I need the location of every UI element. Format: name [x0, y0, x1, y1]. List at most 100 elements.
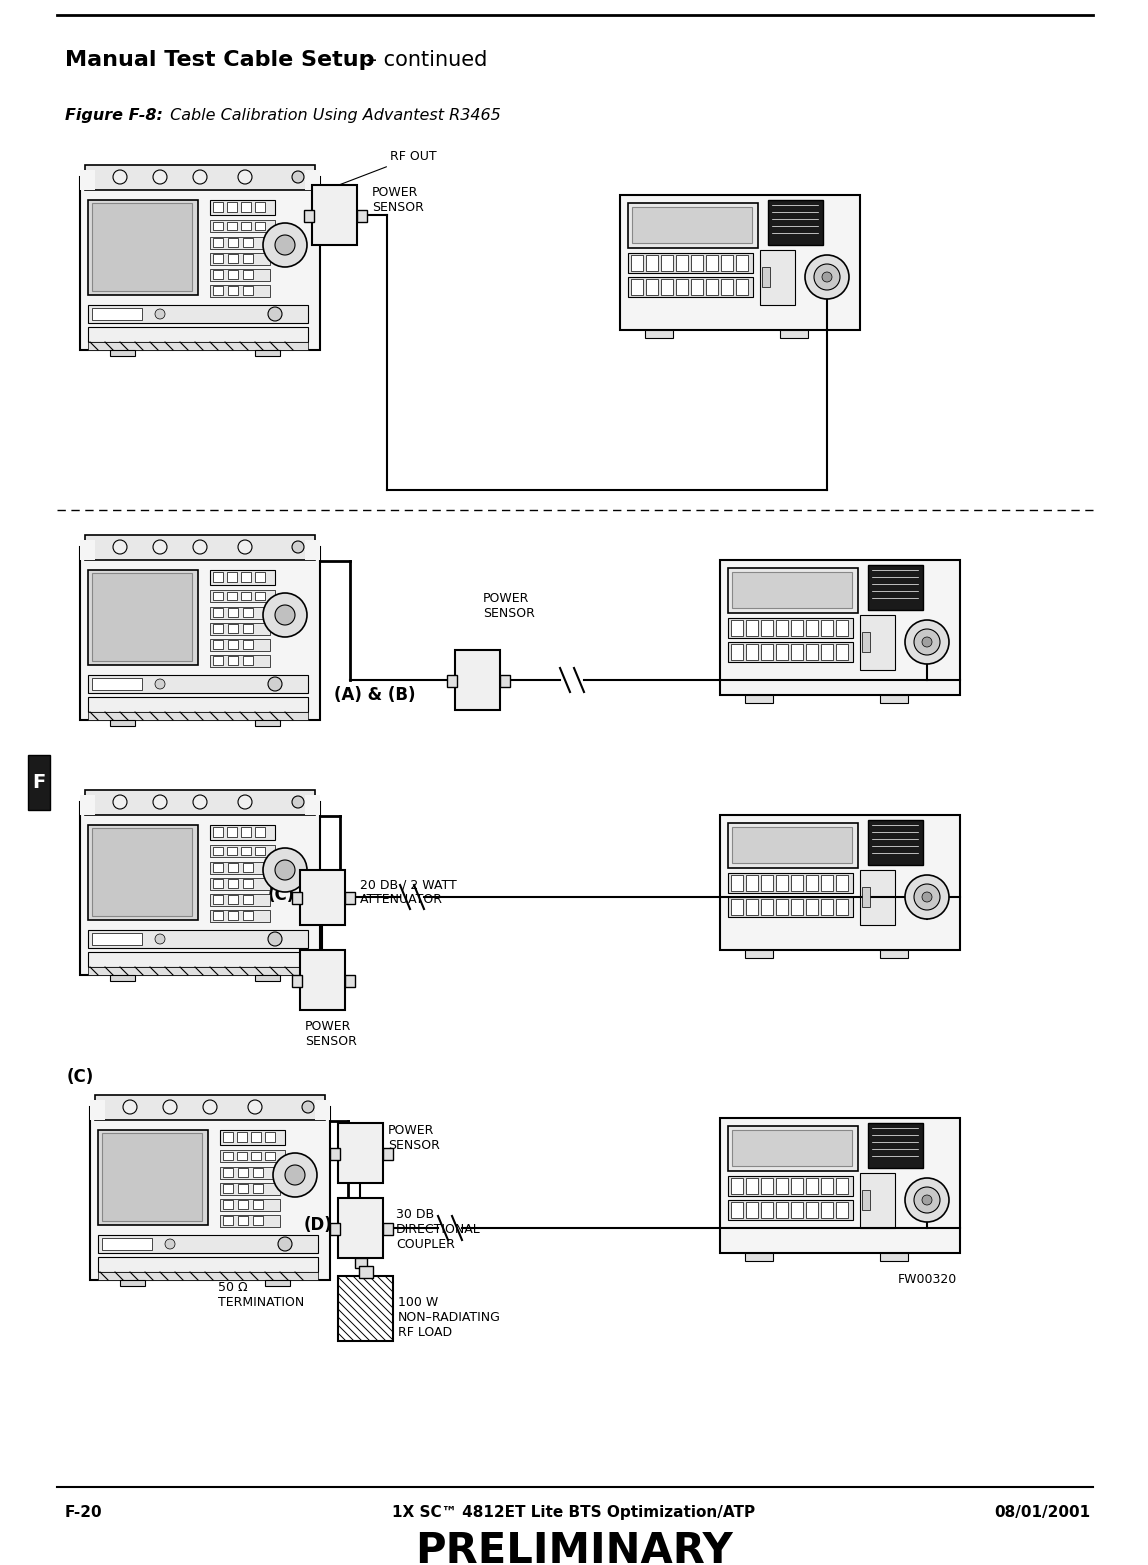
- Bar: [241, 222, 251, 230]
- Bar: [862, 1189, 870, 1210]
- Bar: [821, 898, 833, 916]
- Bar: [255, 975, 280, 981]
- Circle shape: [155, 679, 165, 689]
- Bar: [265, 1280, 290, 1286]
- Bar: [95, 1096, 325, 1121]
- Bar: [731, 1178, 743, 1194]
- Bar: [728, 642, 853, 662]
- Bar: [243, 640, 253, 649]
- Bar: [868, 820, 923, 865]
- Bar: [227, 202, 236, 211]
- Bar: [357, 210, 367, 222]
- Bar: [92, 828, 192, 916]
- Bar: [220, 1167, 280, 1178]
- Text: F-20: F-20: [65, 1506, 102, 1520]
- Bar: [720, 560, 960, 695]
- Bar: [821, 620, 833, 635]
- Circle shape: [123, 1100, 137, 1114]
- Bar: [731, 645, 743, 660]
- Bar: [791, 1178, 802, 1194]
- Bar: [300, 870, 346, 925]
- Circle shape: [302, 1102, 315, 1113]
- Bar: [255, 351, 280, 355]
- Bar: [220, 1150, 285, 1161]
- Text: Manual Test Cable Setup: Manual Test Cable Setup: [65, 50, 374, 70]
- Bar: [706, 279, 718, 294]
- Bar: [88, 675, 308, 693]
- Bar: [214, 911, 223, 920]
- Text: POWER
SENSOR: POWER SENSOR: [483, 592, 535, 620]
- Bar: [85, 535, 315, 560]
- Bar: [241, 571, 251, 582]
- Bar: [110, 720, 135, 726]
- Bar: [238, 1200, 248, 1210]
- Bar: [255, 826, 265, 837]
- Bar: [806, 645, 819, 660]
- Bar: [228, 862, 238, 872]
- Text: FW00320: FW00320: [898, 1272, 956, 1286]
- Circle shape: [263, 848, 307, 892]
- Circle shape: [155, 308, 165, 319]
- Circle shape: [278, 1236, 292, 1250]
- Bar: [210, 878, 270, 890]
- Bar: [228, 607, 238, 617]
- Circle shape: [155, 934, 165, 944]
- Text: 08/01/2001: 08/01/2001: [994, 1506, 1089, 1520]
- Bar: [706, 255, 718, 271]
- Bar: [836, 875, 848, 890]
- Bar: [255, 847, 265, 854]
- Bar: [501, 675, 510, 687]
- Bar: [762, 268, 770, 286]
- Bar: [243, 656, 253, 665]
- Bar: [720, 1117, 960, 1254]
- Bar: [210, 862, 270, 873]
- Bar: [338, 1124, 383, 1183]
- Bar: [210, 236, 270, 249]
- Bar: [728, 1125, 858, 1171]
- Bar: [236, 1131, 247, 1142]
- Bar: [227, 571, 236, 582]
- Bar: [728, 873, 853, 894]
- Circle shape: [238, 540, 253, 554]
- Circle shape: [263, 593, 307, 637]
- Bar: [98, 1257, 318, 1272]
- Bar: [728, 1175, 853, 1196]
- Text: – continued: – continued: [360, 50, 488, 70]
- Bar: [760, 250, 796, 305]
- Bar: [455, 649, 501, 711]
- Bar: [210, 285, 270, 297]
- Bar: [312, 185, 357, 246]
- Circle shape: [193, 171, 207, 185]
- Circle shape: [276, 606, 295, 624]
- Bar: [265, 1152, 276, 1160]
- Bar: [214, 254, 223, 263]
- Bar: [691, 279, 703, 294]
- Circle shape: [292, 171, 304, 183]
- Bar: [746, 1202, 758, 1218]
- Bar: [210, 894, 270, 906]
- Bar: [243, 624, 253, 632]
- Bar: [768, 200, 823, 246]
- Bar: [292, 892, 302, 905]
- Circle shape: [914, 884, 940, 909]
- Circle shape: [922, 892, 932, 901]
- Bar: [80, 540, 95, 560]
- Bar: [305, 540, 320, 560]
- Bar: [214, 571, 223, 582]
- Bar: [214, 640, 223, 649]
- Circle shape: [267, 678, 282, 692]
- Text: POWER
SENSOR: POWER SENSOR: [388, 1124, 440, 1152]
- Bar: [214, 656, 223, 665]
- Text: (D): (D): [303, 1216, 332, 1233]
- Bar: [728, 897, 853, 917]
- Bar: [821, 1202, 833, 1218]
- Bar: [731, 1202, 743, 1218]
- Bar: [92, 678, 142, 690]
- Circle shape: [267, 307, 282, 321]
- Bar: [631, 279, 643, 294]
- Circle shape: [292, 541, 304, 552]
- Bar: [745, 950, 773, 958]
- Bar: [88, 930, 308, 948]
- Text: POWER
SENSOR: POWER SENSOR: [305, 1020, 357, 1049]
- Bar: [728, 1200, 853, 1221]
